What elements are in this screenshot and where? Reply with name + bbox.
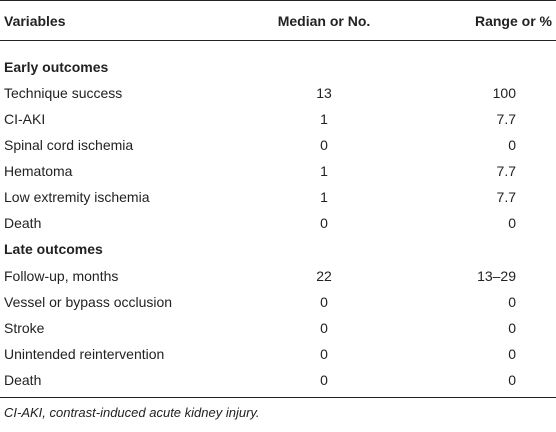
table-header-row: Variables Median or No. Range or % <box>0 8 556 34</box>
table-row: Hematoma 1 7.7 <box>4 163 516 179</box>
section-title-late: Late outcomes <box>4 241 103 257</box>
table-row: Unintended reintervention 0 0 <box>4 346 516 362</box>
table-row: Spinal cord ischemia 0 0 <box>4 137 516 153</box>
table-row: CI-AKI 1 7.7 <box>4 111 516 127</box>
table-row: Follow-up, months 22 13–29 <box>4 268 516 284</box>
header-median: Median or No. <box>277 13 371 29</box>
section-title-early: Early outcomes <box>4 59 109 75</box>
header-variables: Variables <box>4 13 66 29</box>
table-row: Vessel or bypass occlusion 0 0 <box>4 294 516 310</box>
table-row: Technique success 13 100 <box>4 85 516 101</box>
table-row: Stroke 0 0 <box>4 320 516 336</box>
table-row: Death 0 0 <box>4 215 516 231</box>
table-row: Low extremity ischemia 1 7.7 <box>4 189 516 205</box>
header-range: Range or % <box>474 13 552 29</box>
table-bottom-rule <box>0 397 556 398</box>
table-top-rule <box>0 0 556 1</box>
table-row: Death 0 0 <box>4 372 516 388</box>
table-footnote: CI-AKI, contrast-induced acute kidney in… <box>4 405 260 420</box>
header-rule <box>0 40 556 41</box>
